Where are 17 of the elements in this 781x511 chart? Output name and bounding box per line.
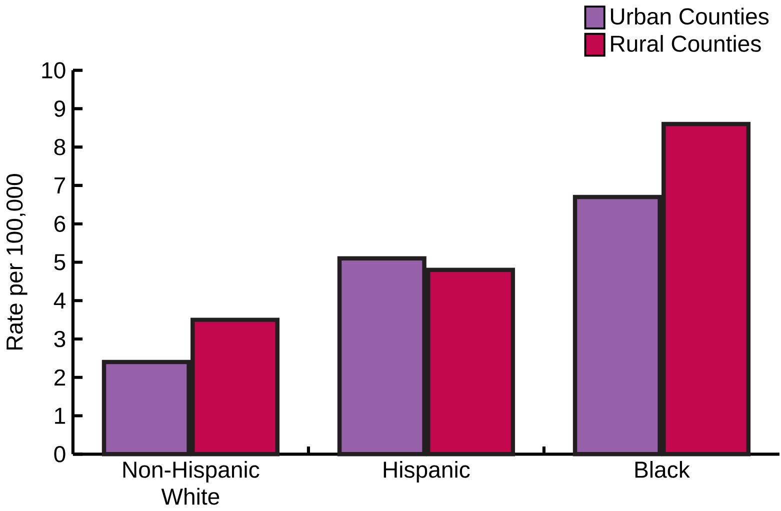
legend-label: Rural Counties: [611, 34, 761, 52]
y-tick-label: 9: [54, 100, 66, 117]
legend-label: Urban Counties: [610, 8, 769, 25]
y-tick-label: 4: [54, 292, 66, 308]
y-tick-label: 3: [54, 330, 66, 348]
y-tick-label: 10: [42, 62, 66, 78]
x-tick-label: Non-Hispanic White: [123, 460, 260, 505]
y-tick-label: 5: [54, 254, 66, 270]
y-tick-label: 2: [54, 369, 65, 386]
y-tick-label: 0: [54, 446, 66, 462]
y-tick-label: 7: [54, 177, 65, 194]
y-tick-label: 6: [54, 216, 66, 232]
y-axis-title: Rate per 100,000: [6, 174, 28, 350]
x-tick-label: Black: [635, 460, 690, 478]
y-tick-label: 8: [54, 138, 66, 156]
x-tick-label: Hispanic: [384, 460, 470, 482]
y-tick-label: 1: [55, 408, 66, 424]
